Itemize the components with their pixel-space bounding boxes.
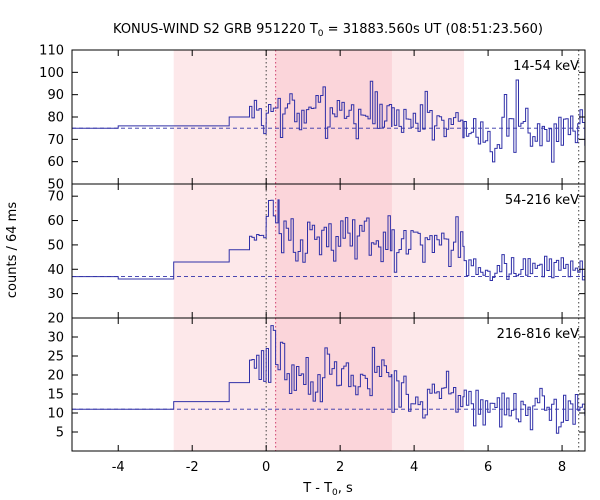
chart-title: KONUS-WIND S2 GRB 951220 T0 = 31883.560s… — [113, 22, 543, 39]
x-tick-label: 0 — [262, 460, 270, 475]
y-tick-label: 30 — [47, 331, 64, 346]
y-tick-label: 80 — [47, 111, 64, 126]
energy-band-label: 216-816 keV — [497, 327, 580, 342]
y-tick-label: 10 — [47, 407, 64, 422]
y-tick-label: 5 — [56, 426, 64, 441]
y-axis-label: counts / 64 ms — [5, 202, 20, 298]
y-tick-label: 90 — [47, 88, 64, 103]
y-tick-label: 100 — [39, 66, 64, 81]
y-tick-label: 15 — [47, 388, 64, 403]
x-tick-label: 8 — [558, 460, 566, 475]
y-tick-label: 60 — [47, 155, 64, 170]
x-tick-label: 4 — [410, 460, 418, 475]
energy-band-label: 54-216 keV — [505, 193, 579, 208]
x-axis-label: T - T0, s — [302, 481, 353, 498]
y-tick-label: 30 — [47, 287, 64, 302]
y-tick-label: 20 — [47, 312, 64, 327]
panel-3 — [72, 325, 586, 434]
y-tick-label: 20 — [47, 369, 64, 384]
x-tick-label: 6 — [484, 460, 492, 475]
y-tick-label: 70 — [47, 190, 64, 205]
panel-2 — [72, 199, 586, 281]
x-tick-label: 2 — [336, 460, 344, 475]
y-tick-label: 50 — [47, 178, 64, 193]
lightcurve-series — [72, 199, 586, 281]
lightcurve-series — [72, 79, 586, 163]
panel-frame — [71, 317, 586, 452]
y-tick-label: 25 — [47, 350, 64, 365]
y-tick-label: 60 — [47, 214, 64, 229]
x-tick-label: -4 — [112, 460, 125, 475]
panel-1 — [72, 79, 586, 163]
energy-band-label: 14-54 keV — [513, 59, 579, 74]
y-tick-label: 70 — [47, 133, 64, 148]
lightcurve-series — [72, 325, 586, 434]
y-tick-label: 40 — [47, 263, 64, 278]
x-tick-label: -2 — [186, 460, 199, 475]
y-tick-label: 110 — [39, 44, 64, 59]
background-layer — [173, 50, 580, 451]
y-tick-label: 50 — [47, 238, 64, 253]
data-layer — [72, 79, 586, 434]
